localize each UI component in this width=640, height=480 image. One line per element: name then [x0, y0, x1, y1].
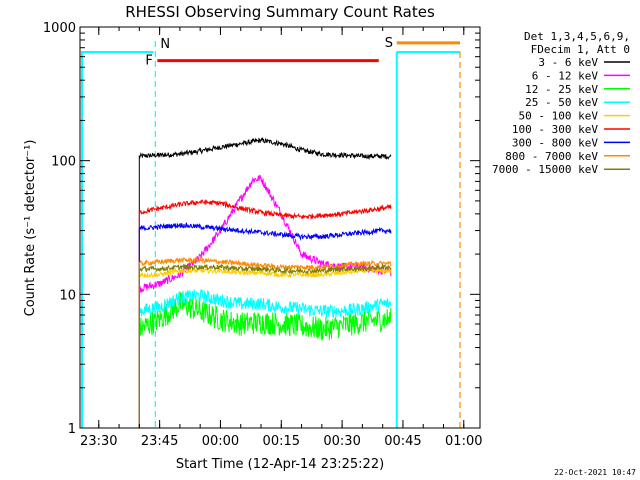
y-tick-label: 10: [59, 288, 76, 303]
x-tick-label: 00:30: [323, 434, 360, 449]
flag-markers: NF S: [145, 36, 460, 69]
flag-letter-s: S: [385, 36, 393, 51]
x-tick-label: 00:45: [384, 434, 421, 449]
series-line-7: [138, 221, 392, 428]
x-axis-label: Start Time (12-Apr-14 23:25:22): [176, 457, 384, 472]
x-tick-label: 01:00: [445, 434, 482, 449]
footer-date: 22-Oct-2021 10:47: [554, 468, 636, 477]
plot-frame: [79, 26, 481, 429]
chart-title: RHESSI Observing Summary Count Rates: [125, 3, 435, 21]
x-tick-label: 23:45: [141, 434, 178, 449]
legend-label-8: 800 - 7000 keV: [505, 150, 598, 163]
legend-header-line: Det 1,3,4,5,6,9,: [524, 30, 630, 43]
legend-label-2: 6 - 12 keV: [532, 69, 599, 82]
y-tick-label: 100: [51, 155, 76, 170]
axis-ticks: [80, 27, 480, 429]
x-tick-label: 23:30: [80, 434, 117, 449]
legend: Det 1,3,4,5,6,9,FDecim 1, Att 03 - 6 keV…: [492, 30, 630, 176]
legend-label-1: 3 - 6 keV: [538, 56, 598, 69]
y-axis-label: Count Rate (s⁻¹ detector⁻¹): [23, 140, 38, 317]
series-group: [138, 136, 392, 428]
y-tick-label: 1: [68, 422, 76, 437]
series-line-6: [138, 199, 392, 428]
observing-bands: [81, 41, 461, 428]
series-line-9: [138, 263, 392, 428]
series-line-8: [138, 256, 392, 428]
series-line-5: [138, 266, 392, 428]
legend-label-7: 300 - 800 keV: [512, 136, 598, 149]
series-line-3: [138, 291, 392, 428]
y-tick-label: 1000: [43, 21, 76, 36]
legend-header-line: FDecim 1, Att 0: [531, 43, 630, 56]
flag-letter-f: F: [145, 54, 152, 69]
legend-label-9: 7000 - 15000 keV: [492, 163, 598, 176]
flag-letter-n: N: [160, 37, 170, 52]
x-tick-label: 00:15: [263, 434, 300, 449]
legend-label-4: 25 - 50 keV: [525, 96, 598, 109]
legend-label-6: 100 - 300 keV: [512, 123, 598, 136]
y-tick-labels: 1 10 100 1000: [43, 21, 76, 437]
legend-label-5: 50 - 100 keV: [519, 110, 599, 123]
series-line-1: [138, 136, 392, 428]
x-tick-labels: 23:30 23:45 00:00 00:15 00:30 00:45 01:00: [80, 434, 482, 449]
legend-label-3: 12 - 25 keV: [525, 83, 598, 96]
series-line-4: [138, 289, 392, 428]
x-tick-label: 00:00: [202, 434, 239, 449]
